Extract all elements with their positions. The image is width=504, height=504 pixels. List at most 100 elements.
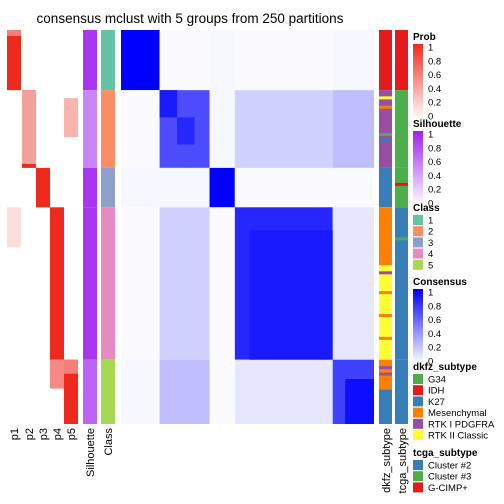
silhouette-cell-class-4 <box>83 207 97 360</box>
tcga-cell-class-4 <box>395 207 408 360</box>
prob-legend-title: Prob <box>413 32 436 43</box>
chart-title: consensus mclust with 5 groups from 250 … <box>37 11 344 26</box>
prob-cell-class-5-p4 <box>50 359 64 389</box>
class-legend-swatch <box>413 248 423 259</box>
tcga-legend-swatch <box>413 482 423 493</box>
consensus-block-1-2 <box>159 30 210 91</box>
silhouette-legend-tick: 0.4 <box>428 171 441 182</box>
consensus-legend-tick: 0.8 <box>428 301 441 312</box>
dkfz-stripe-11 <box>379 366 392 370</box>
class-cell-4 <box>101 207 115 360</box>
consensus-legend-tick: 0.4 <box>428 329 441 340</box>
dkfz-legend-swatch <box>413 396 423 407</box>
tcga-stripe-1 <box>395 182 408 186</box>
class-legend-swatch <box>413 215 423 225</box>
silhouette-legend-tick: 1 <box>428 130 433 141</box>
dkfz-stripe-10 <box>379 336 392 340</box>
class-legend-label: 1 <box>428 216 433 227</box>
prob-column-label-p1: p1 <box>9 428 21 440</box>
column-labels: p1 p2 p3 p4 p5 Silhouette Class dkfz_subtype tcg… <box>9 428 409 494</box>
prob-cell-class-2-p5 <box>64 98 78 138</box>
silhouette-legend-title: Silhouette <box>413 119 462 130</box>
consensus-legend-tick: 1 <box>428 288 433 299</box>
class-cell-2 <box>101 90 115 168</box>
annotation-label-tcga_subtype: tcga_subtype <box>397 428 409 493</box>
legends: Prob10.80.60.40.20Silhouette10.80.60.40.… <box>413 32 495 494</box>
class-cell-3 <box>101 167 115 208</box>
class-cell-1 <box>101 30 115 91</box>
tcga-legend-label: Cluster #3 <box>428 472 471 483</box>
dkfz-legend-label: IDH <box>428 386 445 397</box>
prob-column-label-p4: p4 <box>52 428 64 440</box>
dkfz-stripe-1 <box>379 105 392 109</box>
consensus-block-1-1 <box>121 30 160 91</box>
prob-legend-tick: 0 <box>428 112 433 123</box>
consensus-subblock-2 <box>249 230 333 360</box>
dkfz-cell-class-3 <box>379 167 392 208</box>
dkfz-cell-class-1 <box>379 30 392 91</box>
silhouette-cell-class-5 <box>83 359 97 424</box>
prob-cell-class-1-top <box>7 30 21 36</box>
prob-cell-class-4 <box>50 207 64 360</box>
dkfz-stripe-2 <box>379 132 392 136</box>
tcga-legend-title: tcga_subtype <box>413 448 478 459</box>
dkfz-legend-label: K27 <box>428 397 445 408</box>
prob-cell-class-1 <box>7 30 21 91</box>
consensus-legend-tick: 0.2 <box>428 343 441 354</box>
dkfz-legend-swatch <box>413 407 423 418</box>
consensus-subblock-1 <box>177 117 195 145</box>
dkfz-stripe-3 <box>379 138 392 142</box>
dkfz-legend-label: Mesenchymal <box>428 408 487 419</box>
class-legend-label: 3 <box>428 238 433 249</box>
silhouette-label: Silhouette <box>85 428 97 477</box>
consensus-block-3-5 <box>332 167 374 208</box>
tcga-legend-label: G-CIMP+ <box>428 483 468 494</box>
prob-cell-class-3 <box>36 167 50 208</box>
consensus-block-5-4 <box>234 359 333 424</box>
consensus-subblock-0 <box>159 90 178 118</box>
consensus-block-1-3 <box>209 30 235 91</box>
tcga-legend-swatch <box>413 460 423 470</box>
dkfz-legend-swatch <box>413 418 423 429</box>
consensus-subblock-3 <box>345 379 374 424</box>
class-legend-label: 2 <box>428 227 433 238</box>
consensus-block-3-2 <box>159 167 210 208</box>
consensus-block-1-5 <box>332 30 374 91</box>
consensus-block-4-1 <box>121 207 160 360</box>
silhouette-cell-class-1 <box>83 30 97 91</box>
class-legend-swatch <box>413 226 423 237</box>
dkfz-stripe-9 <box>379 313 392 317</box>
prob-legend-tick: 0.2 <box>428 98 441 109</box>
dkfz-legend-label: G34 <box>428 375 446 386</box>
consensus-block-2-1 <box>121 90 160 168</box>
prob-legend-tick: 0.4 <box>428 84 441 95</box>
class-legend-title: Class <box>413 203 440 214</box>
consensus-block-5-2 <box>159 359 210 424</box>
tcga-cell-class-1 <box>395 30 408 91</box>
consensus-block-5-1 <box>121 359 160 424</box>
prob-legend-tick: 0.8 <box>428 56 441 67</box>
class-column <box>101 30 115 424</box>
dkfz-stripe-8 <box>379 291 392 295</box>
silhouette-cell-class-3 <box>83 167 97 208</box>
dkfz-legend-swatch <box>413 374 423 384</box>
silhouette-cell-class-2 <box>83 90 97 168</box>
right-annotation-columns <box>379 30 408 424</box>
prob-cell-class-2-p2 <box>22 90 36 165</box>
consensus-block-4-3 <box>209 207 235 360</box>
consensus-block-1-4 <box>234 30 333 91</box>
tcga-stripe-0 <box>395 237 408 241</box>
consensus-block-3-4 <box>234 167 333 208</box>
silhouette-legend-tick: 0.6 <box>428 157 441 168</box>
consensus-block-2-3 <box>209 90 235 168</box>
class-label: Class <box>103 428 115 456</box>
consensus-legend-tick: 0 <box>428 357 433 368</box>
consensus-legend-title: Consensus <box>413 277 467 288</box>
consensus-block-3-3 <box>209 167 235 208</box>
dkfz-stripe-7 <box>379 271 392 275</box>
silhouette-column <box>83 30 97 424</box>
prob-legend-tick: 1 <box>428 43 433 54</box>
consensus-block-5-3 <box>209 359 235 424</box>
class-cell-5 <box>101 359 115 424</box>
prob-legend-bar <box>413 44 423 119</box>
